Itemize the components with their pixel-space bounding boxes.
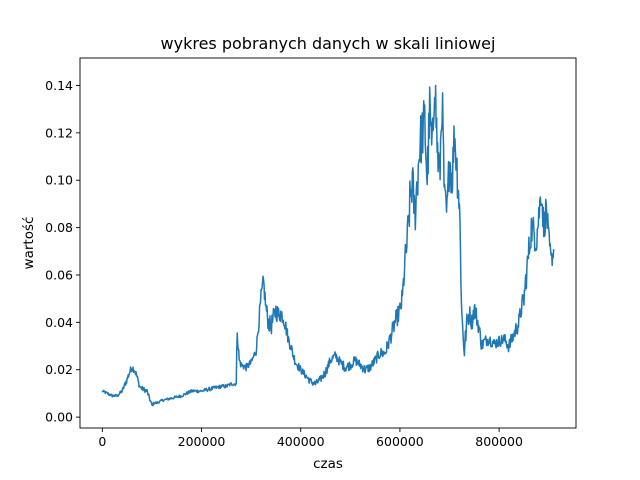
- x-tick-label: 800000: [475, 434, 523, 449]
- y-tick-label: 0.00: [45, 410, 73, 425]
- y-axis-label: wartość: [21, 217, 37, 270]
- y-tick-label: 0.12: [45, 125, 73, 140]
- y-tick-label: 0.08: [45, 220, 73, 235]
- y-tick-label: 0.10: [45, 173, 73, 188]
- x-axis-label: czas: [313, 456, 343, 472]
- y-tick-label: 0.04: [45, 315, 73, 330]
- x-axis: 0 200000 400000 600000 800000: [98, 428, 523, 449]
- x-tick-label: 400000: [277, 434, 325, 449]
- x-tick-label: 600000: [376, 434, 424, 449]
- series-layer: [101, 84, 555, 407]
- series-line: [101, 84, 555, 407]
- y-tick-label: 0.02: [45, 362, 73, 377]
- plot-frame: [79, 57, 577, 429]
- y-axis: 0.00 0.02 0.04 0.06 0.08 0.10 0.12 0.14: [45, 78, 80, 425]
- chart-title: wykres pobranych danych w skali liniowej: [161, 34, 496, 53]
- plot-area: [80, 58, 576, 428]
- y-tick-label: 0.06: [45, 267, 73, 282]
- y-tick-label: 0.14: [45, 78, 73, 93]
- x-tick-label: 200000: [178, 434, 226, 449]
- x-tick-label: 0: [98, 434, 106, 449]
